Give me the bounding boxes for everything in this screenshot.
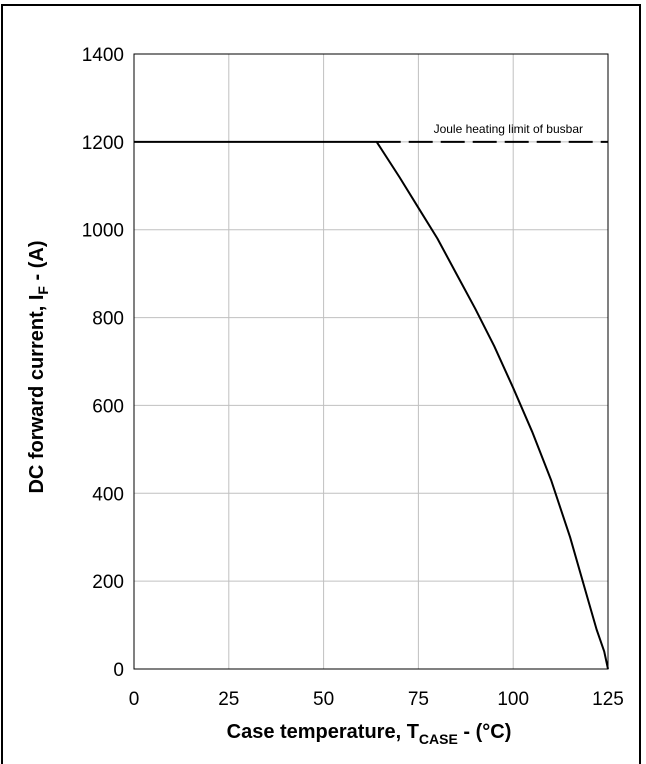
tick-labels: 0 200 400 600 800 1000 1200 1400 0 25 50 75 100 125 <box>82 45 624 710</box>
x-axis-title-tail: - (°C) <box>458 721 512 743</box>
series-group <box>134 140 609 670</box>
plot-area <box>133 53 609 670</box>
y-tick-label: 400 <box>92 484 124 505</box>
x-tick-label: 75 <box>408 689 429 710</box>
y-tick-label: 800 <box>92 309 124 330</box>
derating-curve-line <box>134 140 609 670</box>
y-axis-title-main: DC forward current, I <box>26 295 48 494</box>
x-tick-label: 0 <box>129 689 140 710</box>
x-tick-label: 25 <box>218 689 239 710</box>
y-axis-title-tail: - (A) <box>26 240 48 286</box>
y-axis-title-sub: F <box>35 286 51 295</box>
y-tick-label: 1000 <box>82 221 124 242</box>
grid <box>134 54 608 669</box>
y-axis-title: DC forward current, IF - (A) <box>26 240 51 493</box>
x-tick-label: 125 <box>592 689 624 710</box>
chart-frame <box>1 4 641 764</box>
x-axis-title-sub: CASE <box>419 731 458 747</box>
y-tick-label: 1400 <box>82 45 124 66</box>
y-tick-label: 200 <box>92 572 124 593</box>
y-tick-label: 600 <box>92 396 124 417</box>
x-axis-title: Case temperature, TCASE - (°C) <box>227 721 512 747</box>
x-tick-label: 50 <box>313 689 334 710</box>
x-axis-title-main: Case temperature, T <box>227 721 419 743</box>
annotation-label: Joule heating limit of busbar <box>434 122 583 136</box>
y-tick-label: 1200 <box>82 133 124 154</box>
y-tick-label: 0 <box>113 660 124 681</box>
x-tick-label: 100 <box>497 689 529 710</box>
